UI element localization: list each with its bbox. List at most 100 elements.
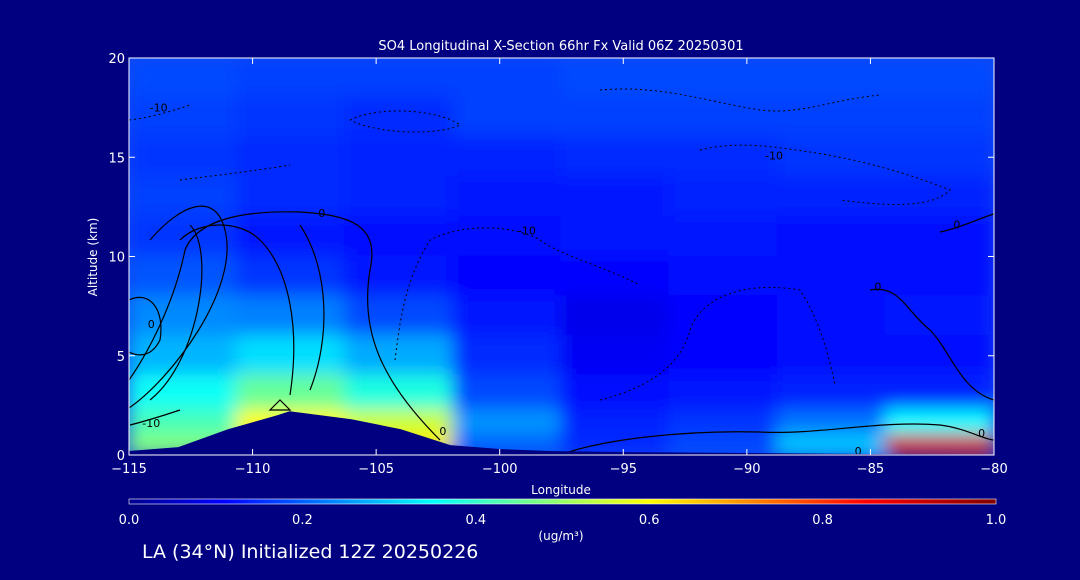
- field-cell: [668, 96, 779, 139]
- field-cell: [129, 409, 239, 437]
- field-cell: [560, 334, 671, 377]
- contour-label: 0: [874, 280, 881, 293]
- field-cell: [236, 176, 347, 218]
- field-cell: [129, 334, 239, 377]
- field-cell: [452, 215, 563, 258]
- contour-line: [129, 409, 181, 426]
- x-tick-label: −105: [358, 462, 394, 477]
- plot-area: -10 -10 -10 0 0 0 0 -10 0 0 0: [129, 58, 994, 455]
- field-cell: [236, 334, 347, 377]
- field-cell: [776, 374, 887, 412]
- field-cell: [884, 409, 994, 437]
- field-cell: [129, 295, 239, 337]
- field-cell: [776, 334, 887, 377]
- field-cell: [344, 255, 455, 298]
- field-cell: [344, 58, 455, 99]
- field-cell: [884, 374, 994, 412]
- field-cell: [560, 58, 671, 99]
- field-cell: [129, 96, 239, 139]
- field-cell: [452, 176, 563, 218]
- contour-label: 0: [439, 425, 446, 438]
- field-cell: [236, 215, 347, 258]
- field-cell: [560, 215, 671, 258]
- colorbar-tick-label: 0.2: [292, 513, 313, 528]
- concentration-field: [129, 58, 994, 455]
- contour-label: -10: [150, 102, 168, 115]
- field-cell: [344, 136, 455, 179]
- field-cell: [776, 136, 887, 179]
- field-cell: [668, 334, 779, 377]
- field-cell: [236, 374, 347, 412]
- field-cell: [560, 136, 671, 179]
- field-cell: [129, 58, 239, 99]
- field-cell: [129, 255, 239, 298]
- contour-lines: -10 -10 -10 0 0 0 0 -10 0 0 0: [129, 88, 994, 455]
- init-info-footer: LA (34°N) Initialized 12Z 20250226: [142, 541, 479, 563]
- field-cell: [776, 295, 887, 337]
- contour-line-negative: [349, 110, 461, 133]
- field-cell: [776, 434, 887, 455]
- contour-label: 0: [148, 318, 155, 331]
- field-cell: [129, 136, 239, 179]
- contour-line: [129, 205, 228, 409]
- colorbar: 0.0 0.2 0.4 0.6 0.8 1.0 (ug/m³): [119, 498, 1006, 543]
- field-cell: [884, 96, 994, 139]
- y-tick-label: 15: [108, 151, 125, 166]
- colorbar-gradient: [128, 498, 997, 505]
- colorbar-tick-label: 0.8: [812, 513, 833, 528]
- y-tick-label: 20: [108, 52, 125, 67]
- field-cell: [452, 58, 563, 99]
- x-tick-label: −100: [482, 462, 518, 477]
- field-cell: [776, 58, 887, 99]
- field-cell: [560, 176, 671, 218]
- contour-line: [179, 224, 295, 396]
- contour-line: [299, 224, 325, 391]
- contour-label: -10: [142, 417, 160, 430]
- y-tick-label: 10: [108, 251, 125, 266]
- x-tick-label: −110: [235, 462, 271, 477]
- field-cell: [452, 295, 563, 337]
- x-tick-label: −90: [733, 462, 760, 477]
- y-tick-label: 5: [117, 350, 125, 365]
- field-cell: [236, 58, 347, 99]
- field-cell: [884, 434, 994, 455]
- field-cell: [344, 215, 455, 258]
- field-cell: [452, 136, 563, 179]
- chart-title: SO4 Longitudinal X-Section 66hr Fx Valid…: [378, 39, 743, 54]
- contour-label: 0: [978, 427, 985, 440]
- field-cell: [884, 295, 994, 337]
- field-cell: [344, 96, 455, 139]
- contour-label: 0: [318, 207, 325, 220]
- x-tick-label: −80: [980, 462, 1007, 477]
- field-cell: [452, 409, 563, 437]
- contour-line: [149, 224, 203, 401]
- field-cell: [560, 255, 671, 298]
- x-tick-label: −95: [610, 462, 637, 477]
- contour-line: [869, 288, 994, 401]
- colorbar-tick-label: 0.0: [119, 513, 140, 528]
- field-cell: [668, 176, 779, 218]
- contour-label: -10: [765, 149, 783, 162]
- field-cell: [776, 96, 887, 139]
- field-cell: [668, 136, 779, 179]
- field-cell: [668, 215, 779, 258]
- field-cell: [236, 96, 347, 139]
- field-cell: [236, 136, 347, 179]
- field-cell: [344, 176, 455, 218]
- field-cell: [560, 374, 671, 412]
- contour-line-negative: [394, 227, 641, 361]
- field-cell: [344, 295, 455, 337]
- field-cell: [776, 176, 887, 218]
- field-cell: [236, 295, 347, 337]
- field-cell: [560, 96, 671, 139]
- contour-line-negative: [179, 164, 291, 181]
- y-tick-label: 0: [117, 449, 125, 464]
- contour-line: [939, 213, 994, 233]
- field-cell: [560, 409, 671, 437]
- field-cell: [884, 255, 994, 298]
- field-cell: [452, 334, 563, 377]
- field-cell: [344, 334, 455, 377]
- field-cell: [452, 96, 563, 139]
- colorbar-tick-label: 0.6: [639, 513, 660, 528]
